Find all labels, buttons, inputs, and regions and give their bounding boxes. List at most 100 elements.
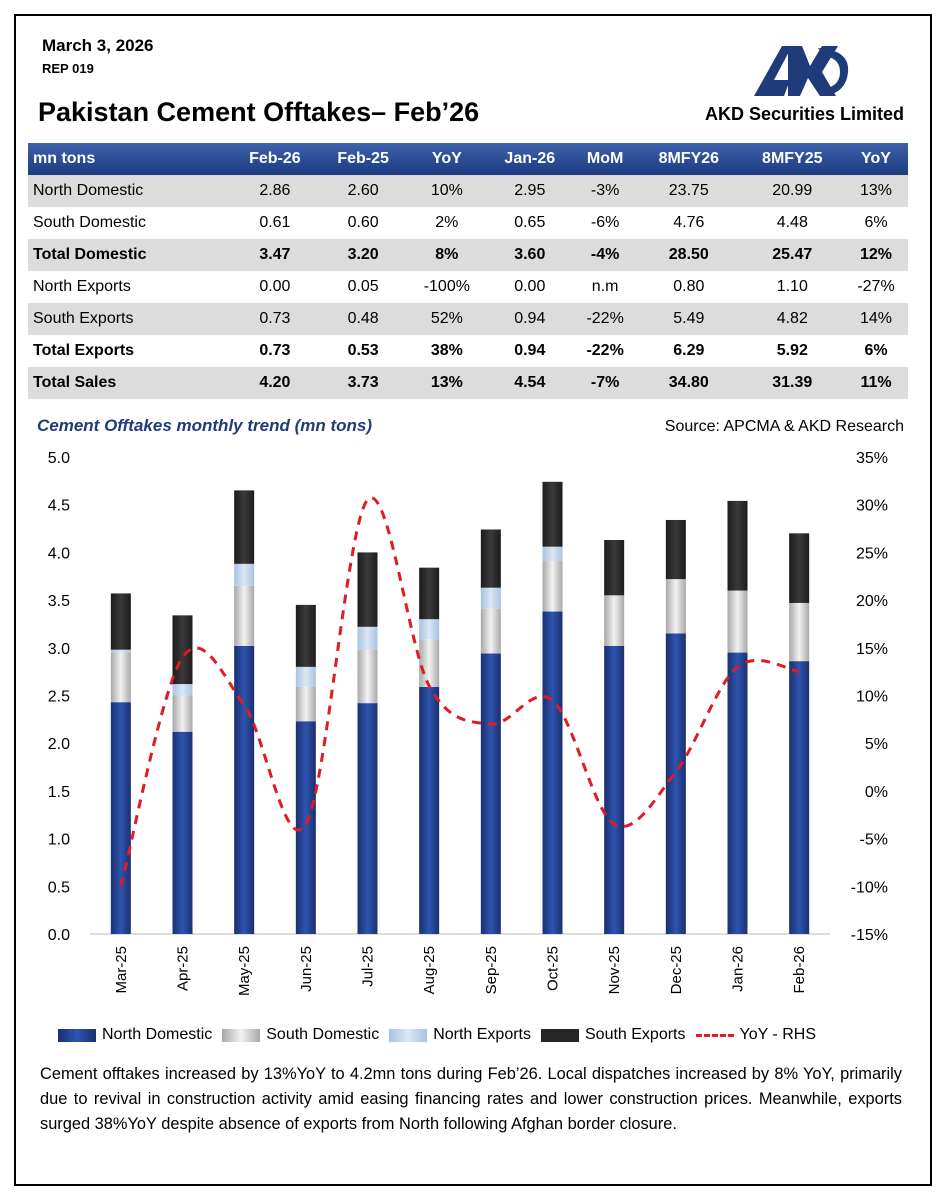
y-left-tick-label: 2.0 xyxy=(48,736,70,753)
table-cell: 3.73 xyxy=(319,367,408,399)
table-header-cell: Feb-26 xyxy=(230,143,320,175)
legend-label: South Domestic xyxy=(266,1026,380,1043)
y-left-tick-label: 1.0 xyxy=(48,832,70,849)
bar-north-domestic xyxy=(172,731,193,934)
table-cell: 28.50 xyxy=(637,239,741,271)
legend-swatch xyxy=(389,1028,428,1042)
y-left-tick-label: 4.0 xyxy=(48,545,70,562)
bar-south-exports xyxy=(480,529,501,588)
chart-title: Cement Offtakes monthly trend (mn tons) xyxy=(37,416,372,435)
table-cell: 2.95 xyxy=(486,175,574,207)
bar-south-exports xyxy=(295,604,316,667)
table-cell: -6% xyxy=(590,214,620,231)
table-cell: 4.54 xyxy=(486,367,574,399)
table-header-cell: 8MFY25 xyxy=(740,143,845,175)
table-header-cell: YoY xyxy=(407,143,487,175)
bar-south-exports xyxy=(604,539,625,596)
table-cell: -7% xyxy=(573,367,638,399)
bar-south-exports xyxy=(357,552,378,627)
offtakes-chart: 0.0 0.5 1.0 1.5 2.0 2.5 3.0 3.5 4.0 4.5 5.0 -15% -10… xyxy=(48,450,888,996)
x-tick-label: Dec-25 xyxy=(668,946,685,994)
table-cell: 0.53 xyxy=(347,342,379,359)
bar-south-domestic xyxy=(665,579,686,634)
table-cell: 3.47 xyxy=(230,239,320,271)
table-row: South Domestic 0.61 0.60 2% 0.65 -6% 4.76 4.48 6… xyxy=(28,207,908,239)
table-cell: 11% xyxy=(844,367,908,399)
x-tick-label: Jan-26 xyxy=(730,946,747,992)
row-label: Total Domestic xyxy=(28,239,231,271)
legend-label: North Domestic xyxy=(102,1026,213,1043)
row-label: Total Sales xyxy=(28,367,231,399)
yoy-line xyxy=(119,496,800,887)
bar-south-exports xyxy=(110,593,131,650)
table-header-cell: Jan-26 xyxy=(486,143,574,175)
bar-south-domestic xyxy=(789,602,810,662)
table-cell: n.m xyxy=(591,278,619,295)
table-header-cell: mn tons xyxy=(28,143,231,175)
legend-swatch xyxy=(58,1028,96,1042)
row-label: Total Exports xyxy=(33,342,135,359)
y-right-tick-label: 30% xyxy=(856,498,888,515)
row-label: South Domestic xyxy=(33,214,146,231)
x-tick-label: Jul-25 xyxy=(360,946,377,987)
table-cell: 0.00 xyxy=(259,278,291,295)
bar-north-domestic xyxy=(295,721,316,934)
bar-north-exports xyxy=(172,684,193,696)
table-cell: 13% xyxy=(844,175,908,207)
y-right-tick-label: 15% xyxy=(856,641,888,658)
table-cell: 34.80 xyxy=(637,367,741,399)
bar-north-domestic xyxy=(110,702,131,934)
table-cell: 6% xyxy=(864,214,888,231)
legend-item: North Domestic xyxy=(58,1026,212,1044)
chart-legend: North Domestic South Domestic North Export… xyxy=(58,1026,826,1044)
row-label: North Domestic xyxy=(28,175,231,207)
bar-south-exports xyxy=(542,481,563,547)
table-cell: 1.10 xyxy=(776,278,808,295)
y-right-tick-label: 25% xyxy=(856,545,888,562)
page-frame xyxy=(14,14,932,1186)
table-row: Total Sales 4.20 3.73 13% 4.54 -7% 34.80 31.39 1… xyxy=(28,367,908,399)
table-cell: 4.76 xyxy=(673,214,705,231)
table-cell: 2% xyxy=(435,214,459,231)
y-left-tick-label: 1.5 xyxy=(48,784,70,801)
table-cell: 0.73 xyxy=(259,342,291,359)
y-right-tick-label: 5% xyxy=(865,736,888,753)
table-header-cell: MoM xyxy=(573,143,638,175)
bar-north-domestic xyxy=(419,686,440,934)
table-cell: 6% xyxy=(864,342,888,359)
bar-north-domestic xyxy=(665,633,686,934)
table-cell: 31.39 xyxy=(740,367,845,399)
bar-south-domestic xyxy=(419,639,440,687)
bar-south-domestic xyxy=(604,595,625,646)
bar-north-domestic xyxy=(727,652,748,934)
bar-south-domestic xyxy=(110,652,131,703)
y-right-tick-label: -10% xyxy=(851,879,888,896)
legend-swatch xyxy=(222,1028,261,1042)
company-name: AKD Securities Limited xyxy=(704,104,904,124)
bar-south-domestic xyxy=(234,585,255,646)
table-cell: -27% xyxy=(857,278,895,295)
y-right-tick-label: 0% xyxy=(865,784,888,801)
table-cell: 23.75 xyxy=(637,175,741,207)
table-cell: 0.05 xyxy=(347,278,379,295)
akd-logo-icon xyxy=(754,46,849,96)
x-tick-label: Feb-26 xyxy=(791,946,808,994)
table-cell: 5.92 xyxy=(776,342,808,359)
table-cell: 20.99 xyxy=(740,175,845,207)
table-cell: 3.20 xyxy=(319,239,408,271)
bar-north-domestic xyxy=(789,661,810,934)
table-cell: 3.60 xyxy=(486,239,574,271)
table-cell: 0.65 xyxy=(514,214,546,231)
x-tick-label: Aug-25 xyxy=(421,946,438,994)
bar-north-domestic xyxy=(542,611,563,934)
table-cell: -3% xyxy=(573,175,638,207)
table-cell: 0.00 xyxy=(514,278,546,295)
bar-south-domestic xyxy=(172,695,193,732)
table-cell: 10% xyxy=(407,175,487,207)
table-cell: 4.20 xyxy=(230,367,320,399)
table-cell: 0.94 xyxy=(514,342,546,359)
x-tick-label: Oct-25 xyxy=(545,946,562,991)
bar-south-domestic xyxy=(295,686,316,722)
x-tick-label: May-25 xyxy=(236,946,253,996)
bar-south-exports xyxy=(419,567,440,620)
